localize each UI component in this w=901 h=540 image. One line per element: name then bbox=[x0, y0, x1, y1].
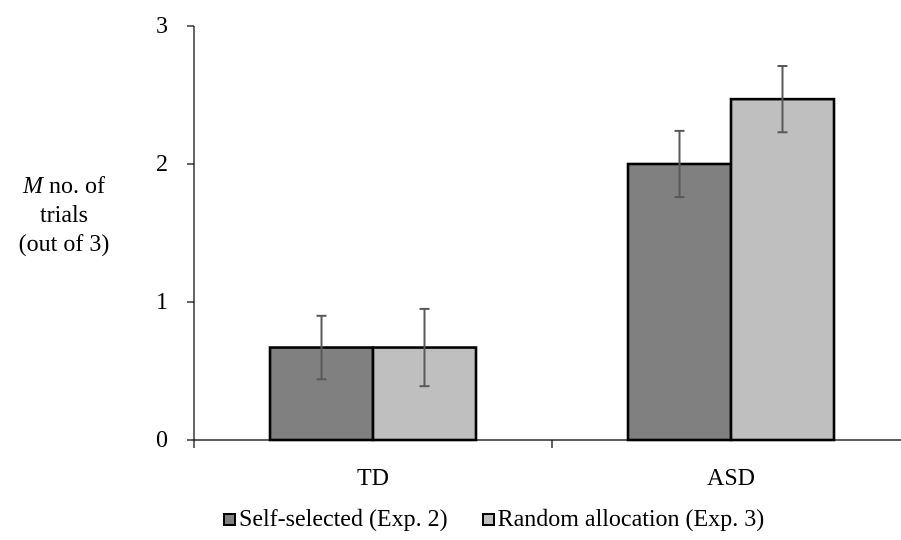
y-axis-label-part3: (out of 3) bbox=[18, 231, 110, 257]
y-axis-label-part2: trials bbox=[40, 202, 88, 228]
x-tick-label-asd: ASD bbox=[707, 465, 755, 491]
legend: Self-selected (Exp. 2) Random allocation… bbox=[223, 504, 764, 534]
y-axis-label-italic: M bbox=[23, 173, 43, 199]
legend-label-self-selected: Self-selected (Exp. 2) bbox=[239, 505, 448, 532]
bar-asd-random-allocation bbox=[729, 97, 836, 442]
x-tick-label-td: TD bbox=[357, 465, 389, 491]
y-tick-label-3: 3 bbox=[156, 13, 168, 39]
y-tick-label-2: 2 bbox=[156, 151, 168, 177]
legend-label-random-allocation: Random allocation (Exp. 3) bbox=[497, 505, 765, 532]
y-tick-label-0: 0 bbox=[156, 427, 168, 453]
legend-swatch-self-selected bbox=[223, 512, 236, 526]
y-axis-label-part1: no. of bbox=[49, 173, 105, 199]
legend-item-self-selected: Self-selected (Exp. 2) bbox=[223, 506, 448, 533]
legend-swatch-random-allocation bbox=[481, 512, 495, 526]
plot-area: 0 1 2 3 TD ASD bbox=[156, 13, 901, 491]
legend-item-random-allocation: Random allocation (Exp. 3) bbox=[481, 505, 765, 533]
y-tick-label-1: 1 bbox=[156, 289, 168, 315]
y-axis-label: M no. of trials (out of 3) bbox=[0, 172, 128, 259]
bar-asd-self-selected bbox=[626, 162, 733, 442]
